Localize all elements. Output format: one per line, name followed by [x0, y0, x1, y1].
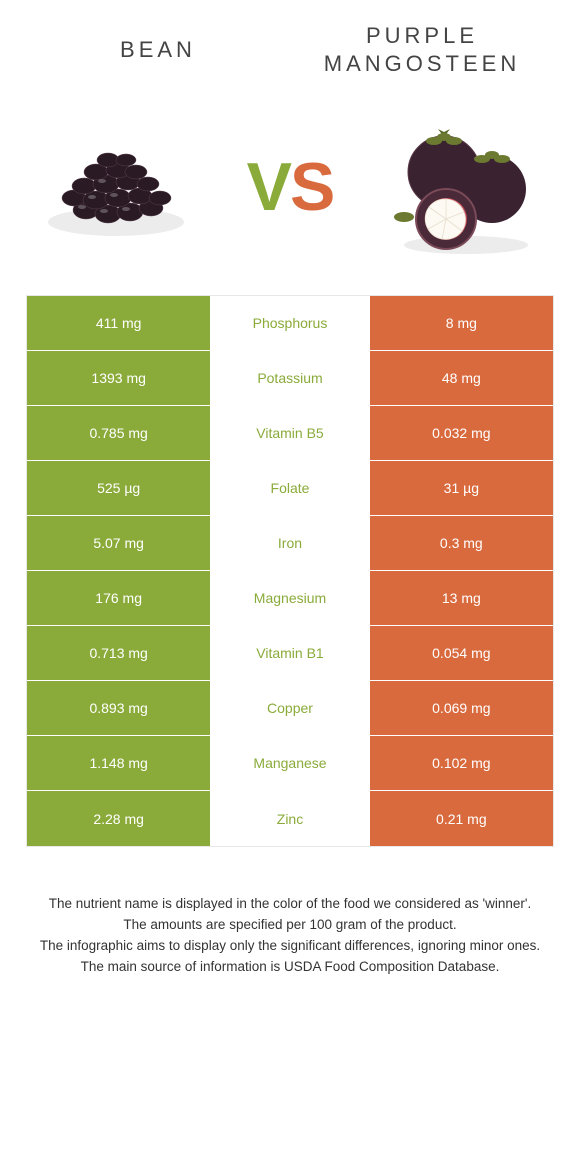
mangosteen-image: [374, 117, 554, 257]
nutrient-label: Magnesium: [210, 571, 369, 625]
title-right: PURPLE MANGOSTEEN: [290, 22, 554, 77]
value-left: 5.07 mg: [27, 516, 210, 570]
title-right-line1: PURPLE: [366, 23, 478, 48]
nutrient-label: Folate: [210, 461, 369, 515]
value-left: 1393 mg: [27, 351, 210, 405]
nutrient-label: Phosphorus: [210, 296, 369, 350]
footer-line: The nutrient name is displayed in the co…: [38, 895, 542, 914]
table-row: 0.893 mgCopper0.069 mg: [27, 681, 553, 736]
value-right: 0.069 mg: [370, 681, 553, 735]
value-left: 411 mg: [27, 296, 210, 350]
nutrient-label: Potassium: [210, 351, 369, 405]
value-right: 31 µg: [370, 461, 553, 515]
value-right: 0.3 mg: [370, 516, 553, 570]
nutrient-label: Vitamin B5: [210, 406, 369, 460]
table-row: 0.713 mgVitamin B10.054 mg: [27, 626, 553, 681]
footer-line: The main source of information is USDA F…: [38, 958, 542, 977]
value-left: 0.713 mg: [27, 626, 210, 680]
nutrient-label: Copper: [210, 681, 369, 735]
value-left: 0.893 mg: [27, 681, 210, 735]
comparison-table: 411 mgPhosphorus8 mg1393 mgPotassium48 m…: [26, 295, 554, 847]
table-row: 5.07 mgIron0.3 mg: [27, 516, 553, 571]
nutrient-label: Manganese: [210, 736, 369, 790]
value-right: 0.21 mg: [370, 791, 553, 846]
value-left: 525 µg: [27, 461, 210, 515]
table-row: 1.148 mgManganese0.102 mg: [27, 736, 553, 791]
nutrient-label: Zinc: [210, 791, 369, 846]
footer-notes: The nutrient name is displayed in the co…: [26, 895, 554, 977]
table-row: 411 mgPhosphorus8 mg: [27, 296, 553, 351]
table-row: 2.28 mgZinc0.21 mg: [27, 791, 553, 846]
table-row: 1393 mgPotassium48 mg: [27, 351, 553, 406]
vs-label: VS: [247, 148, 334, 226]
value-right: 48 mg: [370, 351, 553, 405]
table-row: 525 µgFolate31 µg: [27, 461, 553, 516]
value-right: 0.032 mg: [370, 406, 553, 460]
vs-s: S: [290, 148, 333, 226]
footer-line: The infographic aims to display only the…: [38, 937, 542, 956]
table-row: 176 mgMagnesium13 mg: [27, 571, 553, 626]
hero-row: VS: [26, 107, 554, 267]
table-row: 0.785 mgVitamin B50.032 mg: [27, 406, 553, 461]
footer-line: The amounts are specified per 100 gram o…: [38, 916, 542, 935]
value-right: 13 mg: [370, 571, 553, 625]
title-left: BEAN: [26, 36, 290, 64]
value-right: 0.102 mg: [370, 736, 553, 790]
value-right: 0.054 mg: [370, 626, 553, 680]
bean-image: [26, 117, 206, 257]
title-right-line2: MANGOSTEEN: [324, 51, 520, 76]
vs-v: V: [247, 148, 290, 226]
value-right: 8 mg: [370, 296, 553, 350]
value-left: 176 mg: [27, 571, 210, 625]
value-left: 1.148 mg: [27, 736, 210, 790]
nutrient-label: Vitamin B1: [210, 626, 369, 680]
value-left: 0.785 mg: [27, 406, 210, 460]
title-row: BEAN PURPLE MANGOSTEEN: [26, 22, 554, 77]
nutrient-label: Iron: [210, 516, 369, 570]
value-left: 2.28 mg: [27, 791, 210, 846]
